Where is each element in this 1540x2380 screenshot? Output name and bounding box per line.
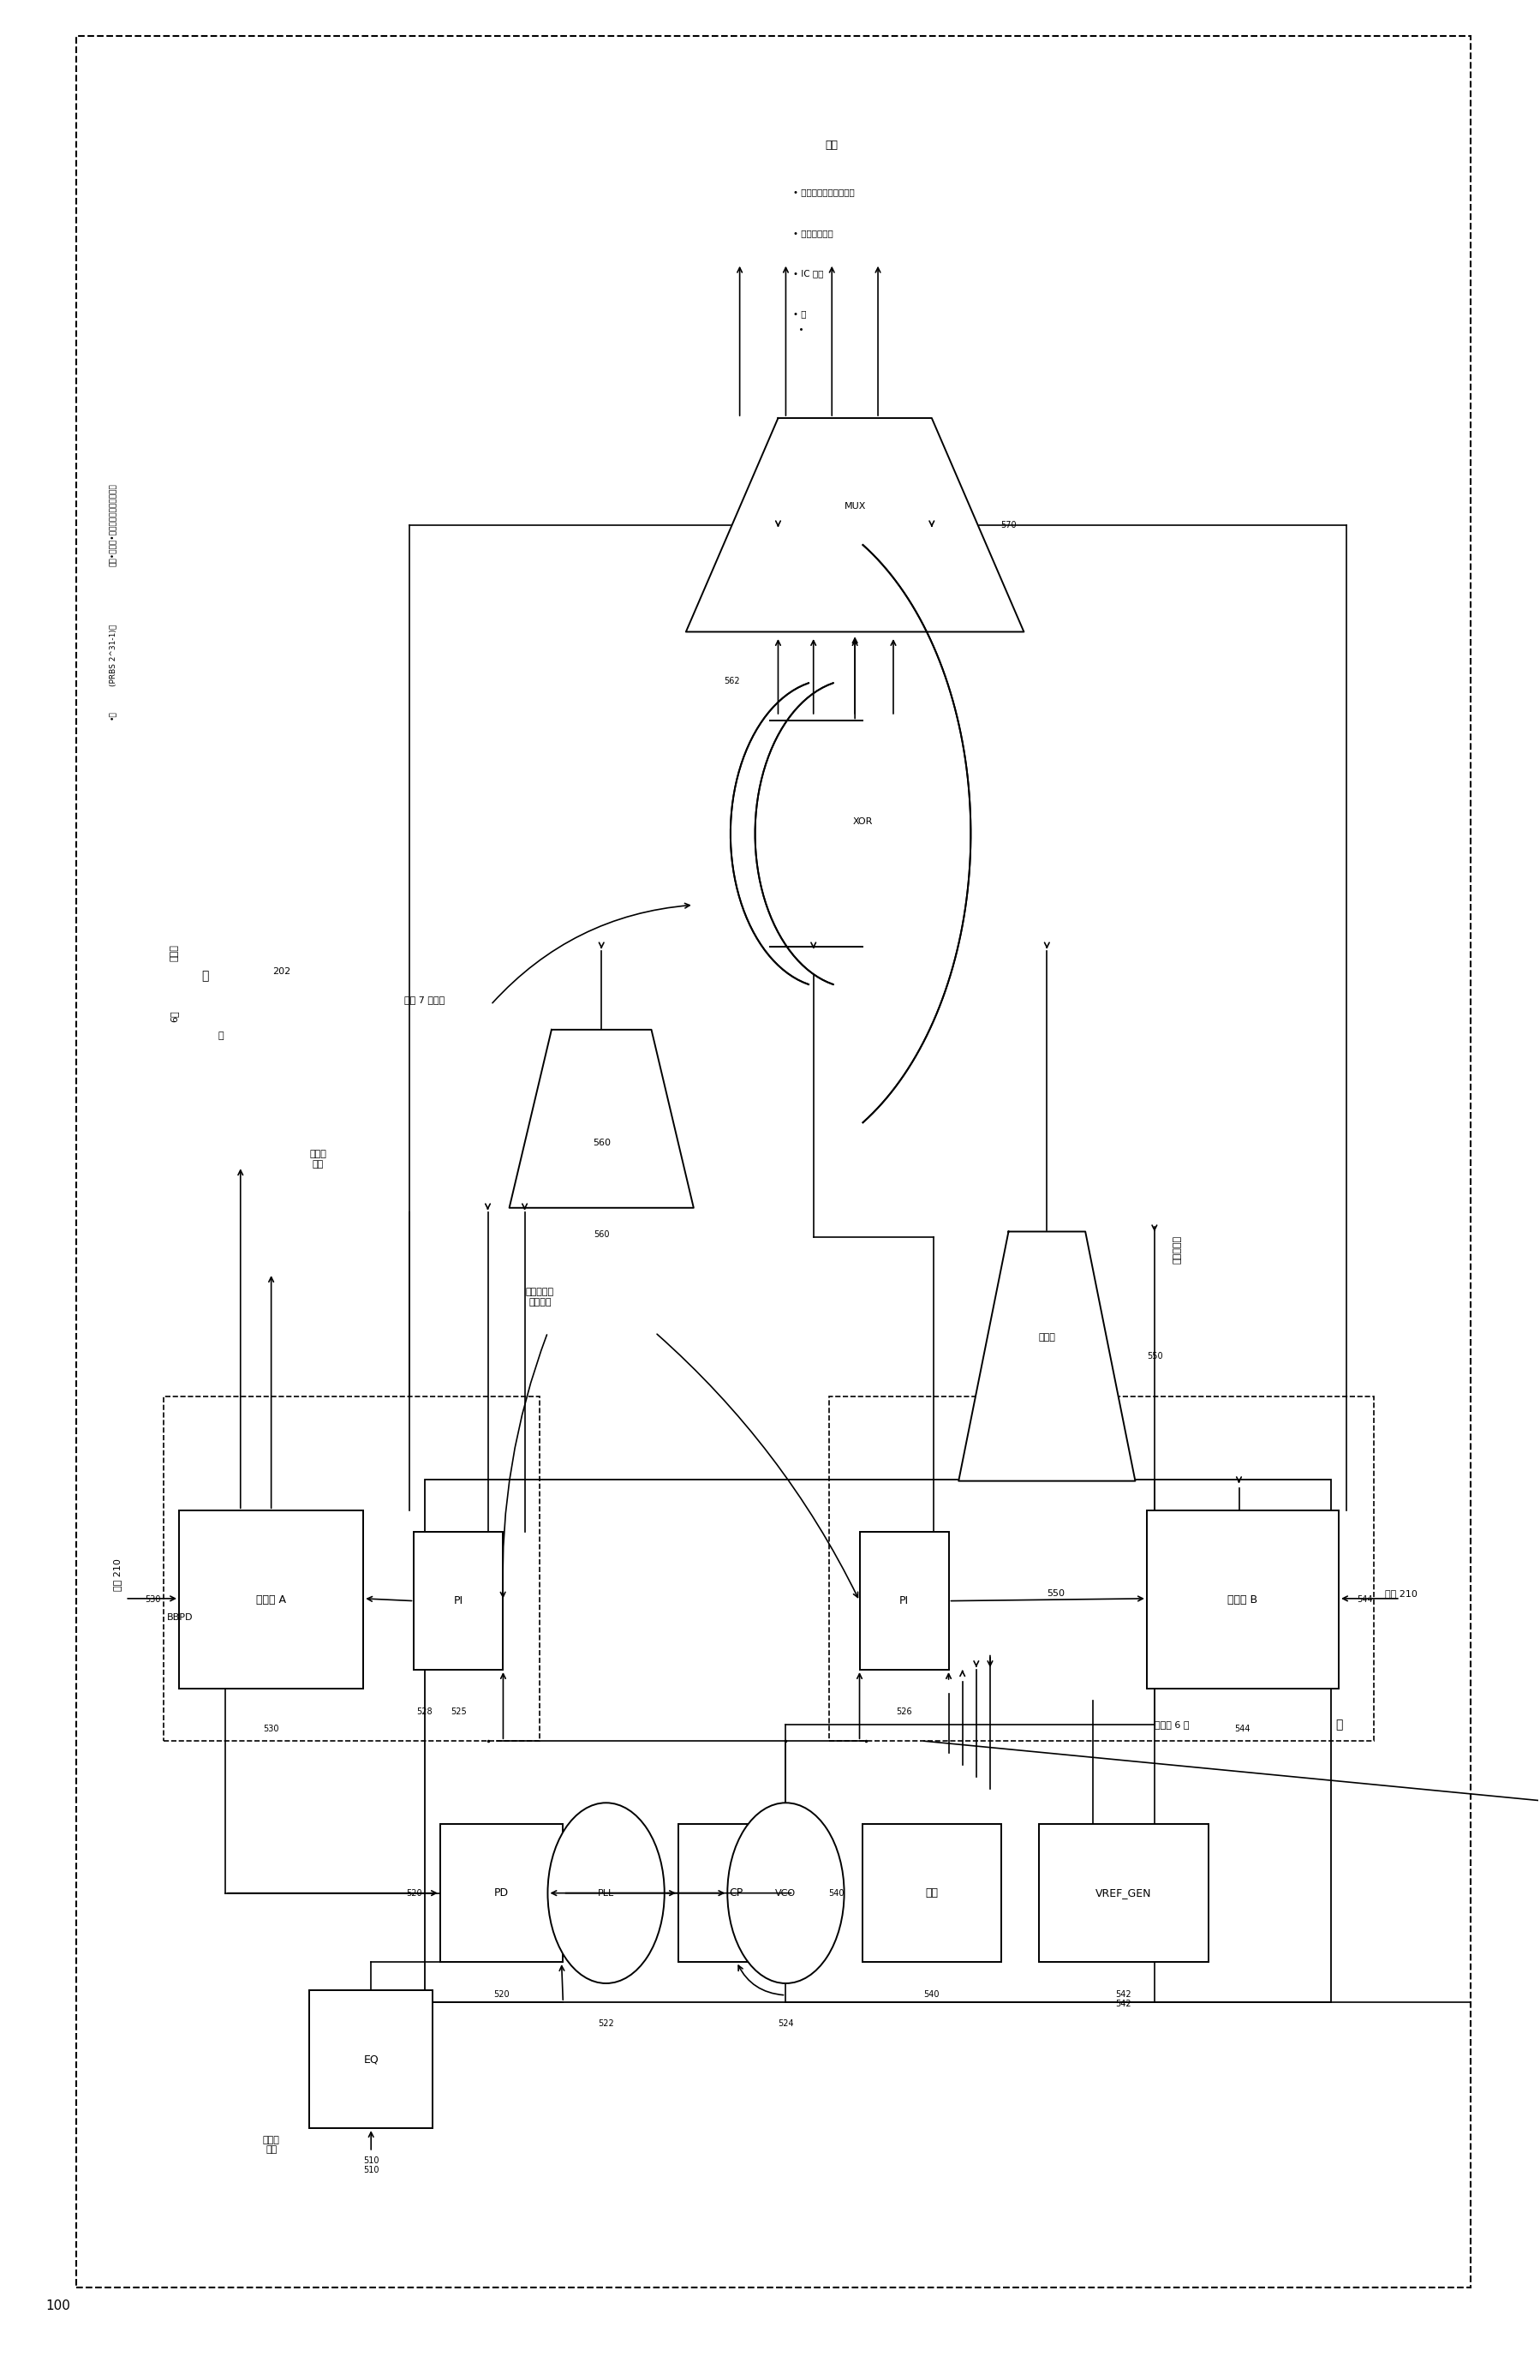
- Text: 复用器: 复用器: [1038, 1333, 1055, 1342]
- Text: 530: 530: [145, 1595, 160, 1604]
- Text: 550: 550: [1146, 1352, 1163, 1361]
- Text: PD: PD: [494, 1887, 508, 1899]
- Bar: [414, 1533, 504, 1671]
- Text: 恢复的时钟: 恢复的时钟: [1172, 1235, 1181, 1264]
- Text: • 等: • 等: [793, 309, 807, 319]
- Text: 逻辑: 逻辑: [926, 1887, 938, 1899]
- Text: 去往图 6 的: 去往图 6 的: [1153, 1721, 1189, 1728]
- Text: 采样器 A: 采样器 A: [256, 1595, 286, 1604]
- Text: 544: 544: [1357, 1595, 1372, 1604]
- Text: 542: 542: [1115, 1999, 1130, 2009]
- Text: 560: 560: [593, 1230, 608, 1240]
- Bar: [862, 1823, 1001, 1961]
- Text: • 误发包含小头: • 误发包含小头: [793, 228, 833, 238]
- Text: 去往图: 去往图: [169, 945, 179, 962]
- Polygon shape: [755, 545, 970, 1123]
- Text: 525: 525: [450, 1709, 467, 1716]
- Text: MUX: MUX: [844, 502, 865, 509]
- Bar: [678, 1823, 793, 1961]
- Text: 520: 520: [405, 1890, 422, 1897]
- Text: 528: 528: [417, 1709, 433, 1716]
- Bar: [859, 1533, 949, 1671]
- Text: 匹配的抑动
传输特性: 匹配的抑动 传输特性: [525, 1288, 554, 1307]
- Text: (PRBS 2^31-1)、: (PRBS 2^31-1)、: [109, 624, 117, 685]
- Polygon shape: [510, 1031, 693, 1207]
- Text: 520: 520: [493, 1990, 510, 1999]
- Text: 去往: 去往: [825, 140, 838, 150]
- Circle shape: [727, 1802, 844, 1983]
- Text: 202: 202: [273, 966, 291, 976]
- Text: PLL: PLL: [598, 1890, 614, 1897]
- Text: PI: PI: [454, 1595, 464, 1607]
- Polygon shape: [958, 1230, 1135, 1480]
- Bar: [1146, 1511, 1338, 1690]
- Text: 522: 522: [598, 2018, 614, 2028]
- Text: BBPD: BBPD: [166, 1614, 192, 1621]
- Bar: [829, 1397, 1374, 1742]
- Text: 等: 等: [217, 1031, 223, 1040]
- Text: CP: CP: [728, 1887, 742, 1899]
- Text: EQ: EQ: [363, 2054, 379, 2066]
- Text: VCO: VCO: [775, 1890, 796, 1897]
- Text: • 存器器、误发计数器、: • 存器器、误发计数器、: [793, 188, 855, 198]
- Text: PI: PI: [899, 1595, 909, 1607]
- Text: 恢复的
数据: 恢复的 数据: [310, 1150, 326, 1169]
- Bar: [425, 1480, 1331, 2002]
- Text: 550: 550: [1046, 1590, 1064, 1597]
- Text: 526: 526: [896, 1709, 912, 1716]
- Text: 540: 540: [924, 1990, 939, 1999]
- Text: 510: 510: [363, 2166, 379, 2175]
- Text: •等: •等: [109, 709, 117, 719]
- Text: 见图 7 的细节: 见图 7 的细节: [405, 995, 445, 1004]
- Text: 510: 510: [363, 2156, 379, 2166]
- Bar: [1038, 1823, 1207, 1961]
- Text: 100: 100: [45, 2299, 71, 2311]
- Text: 来自 210: 来自 210: [1384, 1590, 1417, 1597]
- Circle shape: [547, 1802, 664, 1983]
- Text: XOR: XOR: [852, 819, 872, 826]
- Bar: [310, 1990, 433, 2128]
- Text: 来自•存器器•存器器、算法图案生成器: 来自•存器器•存器器、算法图案生成器: [109, 483, 117, 566]
- Bar: [179, 1511, 363, 1690]
- Text: VREF_GEN: VREF_GEN: [1095, 1887, 1150, 1899]
- Text: 540: 540: [829, 1890, 844, 1897]
- Text: 6的: 6的: [169, 1011, 179, 1023]
- Text: 524: 524: [778, 2018, 793, 2028]
- Text: 来自 210: 来自 210: [114, 1559, 122, 1590]
- Text: •: •: [793, 326, 804, 336]
- Text: • IC 核心: • IC 核心: [793, 269, 824, 278]
- Text: Ⓐ: Ⓐ: [202, 971, 208, 983]
- Text: 544: 544: [1234, 1726, 1249, 1733]
- Text: 接收器
输入: 接收器 输入: [262, 2135, 280, 2154]
- Text: 采样器 B: 采样器 B: [1227, 1595, 1257, 1604]
- Polygon shape: [685, 419, 1023, 631]
- Text: 560: 560: [593, 1138, 610, 1147]
- Text: 530: 530: [263, 1726, 279, 1733]
- Text: 542: 542: [1115, 1990, 1130, 1999]
- Text: 562: 562: [724, 676, 739, 685]
- Bar: [440, 1823, 562, 1961]
- Text: Ⓑ: Ⓑ: [1335, 1718, 1341, 1730]
- Bar: [163, 1397, 539, 1742]
- Text: 570: 570: [1001, 521, 1016, 528]
